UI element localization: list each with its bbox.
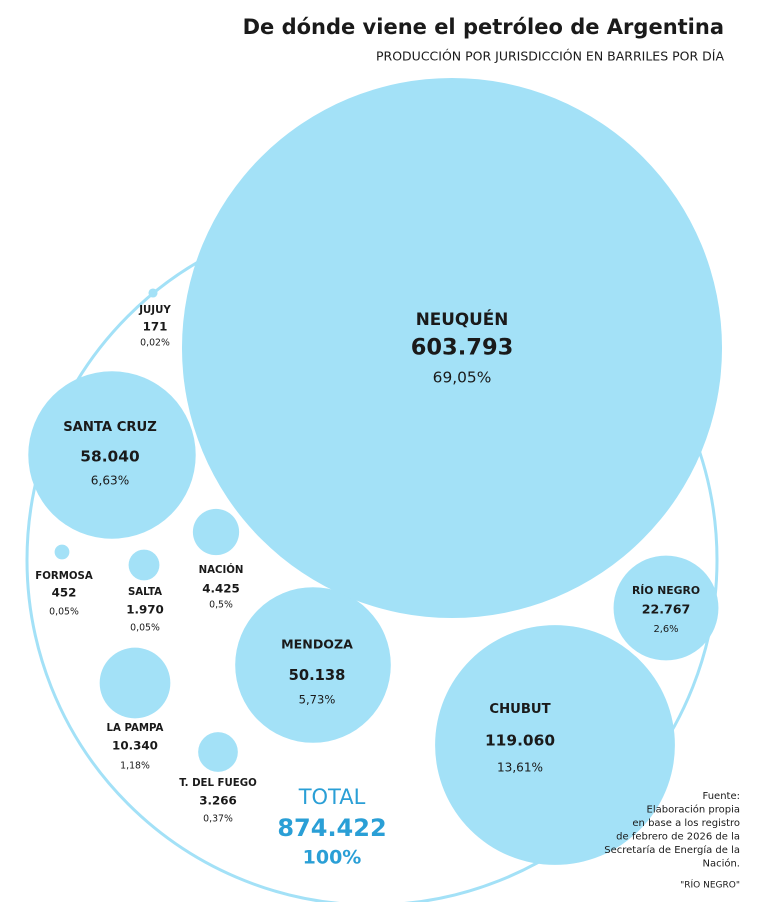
bubble-name: MENDOZA — [281, 637, 353, 652]
bubble-share: 0,02% — [140, 338, 170, 349]
bubble-share: 6,63% — [91, 474, 129, 488]
bubble-value: 171 — [143, 320, 168, 334]
bubble-share: 0,5% — [209, 600, 233, 611]
chart-subtitle: PRODUCCIÓN POR JURISDICCIÓN EN BARRILES … — [376, 49, 724, 64]
total-value: 874.422 — [277, 814, 386, 842]
bubble-value: 58.040 — [80, 448, 139, 466]
source-line: de febrero de 2026 de la — [616, 832, 740, 843]
bubble — [613, 555, 719, 661]
bubble — [198, 732, 238, 772]
bubble — [99, 647, 171, 719]
bubble — [192, 508, 240, 556]
bubble-name: LA PAMPA — [107, 723, 164, 734]
bubble — [128, 549, 160, 581]
bubble — [54, 544, 70, 560]
bubble-value: 3.266 — [199, 794, 237, 808]
bubble-name: T. DEL FUEGO — [179, 778, 257, 789]
bubble — [148, 288, 158, 298]
bubble-share: 5,73% — [299, 693, 336, 707]
bubble-share: 0,37% — [203, 814, 233, 825]
source-line: Fuente: — [703, 791, 740, 802]
bubble-value: 452 — [52, 586, 77, 600]
bubble-value: 50.138 — [289, 667, 346, 684]
bubble-name: CHUBUT — [489, 702, 550, 717]
bubble — [181, 77, 723, 619]
bubble-name: RÍO NEGRO — [632, 584, 700, 597]
source-line: Elaboración propia — [647, 804, 740, 816]
bubble — [235, 587, 391, 743]
bubble — [28, 371, 196, 539]
source-line: Nación. — [702, 858, 740, 870]
bubble-value: 1.970 — [126, 603, 164, 617]
bubble-share: 0,05% — [130, 623, 160, 634]
bubble-name: NEUQUÉN — [416, 308, 509, 329]
bubble-name: SANTA CRUZ — [63, 420, 157, 435]
bubble-value: 22.767 — [642, 602, 691, 617]
bubble-name: JUJUY — [138, 305, 171, 316]
bubble-value: 603.793 — [411, 335, 514, 361]
bubble-share: 0,05% — [49, 607, 79, 618]
bubble — [435, 625, 675, 865]
note: "RÍO NEGRO" — [680, 879, 740, 891]
bubble-name: SALTA — [128, 587, 162, 598]
source-line: en base a los registro — [632, 818, 740, 829]
source-line: Secretaría de Energía de la — [604, 844, 740, 856]
bubble-value: 119.060 — [485, 732, 555, 750]
bubble-share: 69,05% — [433, 369, 492, 387]
bubble-value: 10.340 — [112, 739, 158, 753]
total-label: TOTAL — [298, 785, 366, 809]
bubble-name: NACIÓN — [199, 563, 244, 576]
bubble-value: 4.425 — [202, 582, 240, 596]
bubble-name: FORMOSA — [35, 571, 93, 582]
chart-title: De dónde viene el petróleo de Argentina — [243, 15, 724, 39]
bubble-share: 1,18% — [120, 761, 150, 772]
total-share: 100% — [303, 847, 362, 869]
bubble-share: 13,61% — [497, 761, 543, 775]
bubble-share: 2,6% — [653, 624, 678, 635]
